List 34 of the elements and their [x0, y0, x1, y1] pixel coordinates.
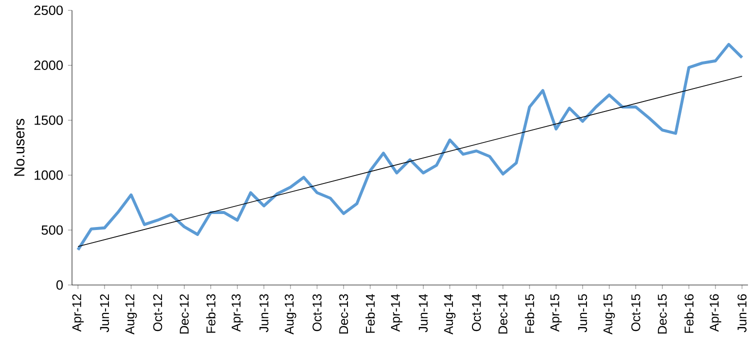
x-tick-label: Apr-15: [550, 294, 562, 332]
x-tick-label: Apr-13: [232, 294, 244, 332]
x-tick-label: Feb-15: [524, 294, 534, 333]
y-tick-label: 1500: [34, 115, 63, 125]
x-tick-label: Jun-12: [100, 294, 110, 332]
x-tick-label: Jun-14: [418, 294, 428, 332]
x-tick-label: Jun-13: [259, 294, 268, 332]
x-tick-label: Aug-15: [604, 294, 615, 335]
y-tick-label: 500: [42, 225, 63, 235]
x-tick-label: Feb-16: [684, 294, 694, 333]
x-tick-label: Feb-13: [206, 294, 216, 333]
x-tick-label: Feb-14: [366, 294, 375, 333]
x-tick-label: Oct-13: [312, 294, 322, 332]
x-tick-label: Oct-14: [472, 294, 481, 332]
x-tick-label: Dec-13: [339, 294, 348, 334]
y-tick-label: 0: [56, 280, 63, 290]
x-tick-label: Apr-12: [72, 294, 84, 332]
x-tick-label: Apr-14: [391, 294, 402, 332]
x-tick-label: Oct-15: [631, 294, 640, 332]
x-tick-label: Aug-12: [125, 294, 137, 335]
x-tick-label: Jun-16: [738, 294, 747, 332]
x-tick-label: Aug-14: [444, 294, 456, 335]
y-tick-label: 1000: [34, 170, 63, 180]
x-tick-label: Dec-14: [498, 294, 508, 334]
y-axis-title: No.users: [14, 118, 24, 176]
x-tick-label: Jun-15: [578, 294, 588, 332]
x-tick-label: Aug-13: [284, 294, 296, 335]
x-tick-label: Dec-12: [180, 294, 189, 334]
y-tick-label: 2000: [34, 60, 63, 70]
x-tick-label: Dec-15: [658, 294, 667, 334]
x-tick-label: Oct-12: [153, 294, 162, 332]
line-series: [76, 42, 744, 252]
x-tick-label: Apr-16: [710, 294, 722, 332]
y-tick-label: 2500: [34, 6, 63, 16]
